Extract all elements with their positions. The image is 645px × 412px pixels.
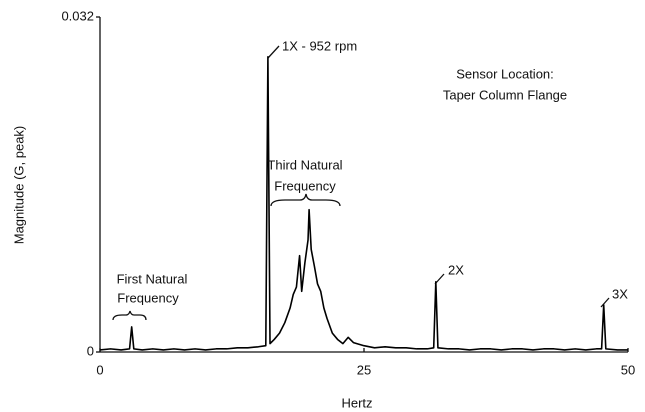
leader	[600, 297, 610, 308]
annotation: 1X - 952 rpm	[282, 38, 357, 53]
annotation: Frequency	[117, 290, 179, 305]
x-axis-label: Hertz	[341, 395, 372, 410]
annotation: Sensor Location:	[456, 66, 554, 81]
spectrum-line	[99, 55, 628, 351]
x-tick-label: 50	[621, 362, 635, 377]
leader	[267, 45, 280, 59]
brace	[112, 310, 147, 321]
annotation: Frequency	[274, 178, 336, 193]
y-axis-label: Magnitude (G, peak)	[11, 126, 26, 245]
annotation: 2X	[448, 262, 464, 277]
y-tick-label: 0.032	[61, 8, 94, 23]
annotation: Third Natural	[267, 157, 342, 172]
annotation: Taper Column Flange	[443, 87, 567, 102]
brace	[270, 193, 341, 207]
annotation: First Natural	[117, 271, 188, 286]
x-tick-label: 0	[96, 362, 103, 377]
y-tick-label: 0	[87, 343, 94, 358]
x-tick-label: 25	[357, 362, 371, 377]
annotation: 3X	[612, 286, 628, 301]
